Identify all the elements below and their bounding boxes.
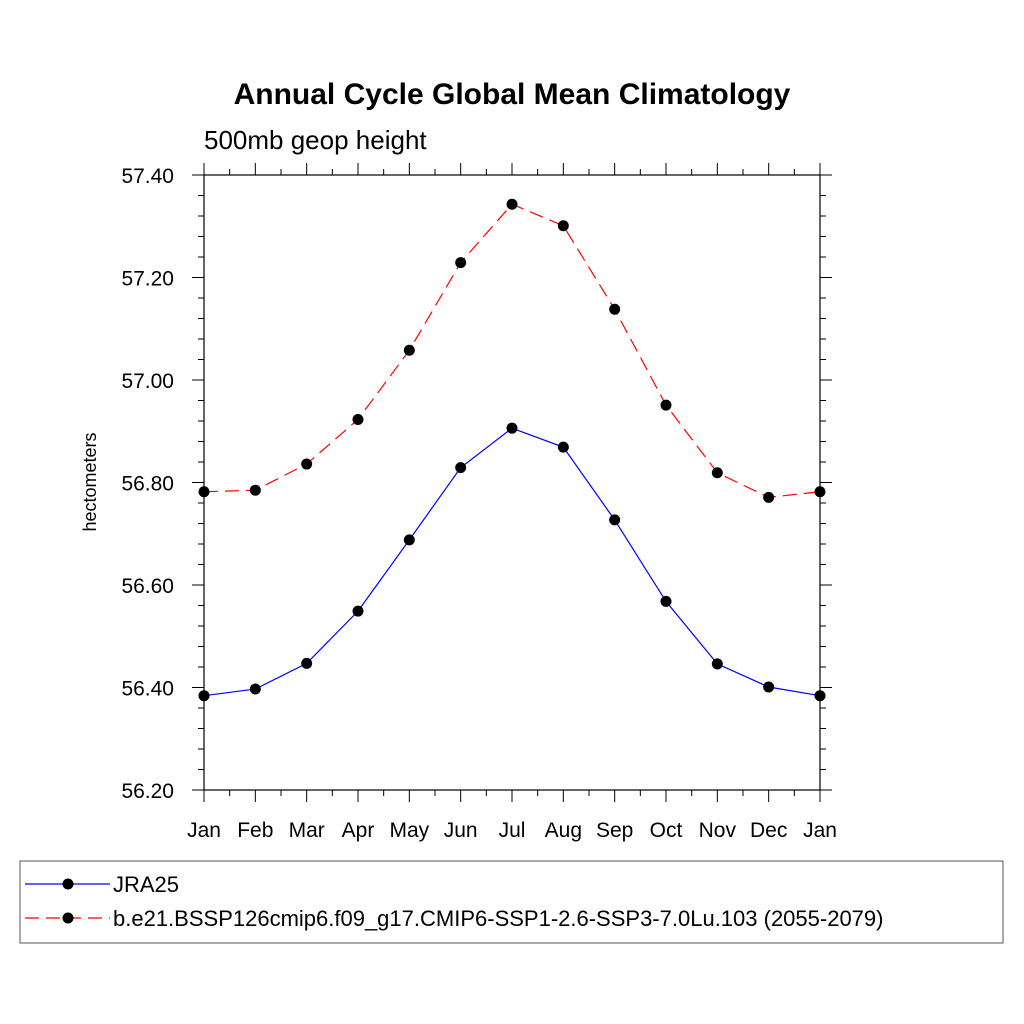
data-point [198, 486, 210, 498]
data-point [711, 658, 723, 670]
data-point [763, 491, 775, 503]
x-tick-label: Jan [803, 819, 837, 842]
y-tick-label: 56.20 [121, 780, 174, 803]
x-tick-label: Nov [699, 819, 737, 842]
legend: JRA25 b.e21.BSSP126cmip6.f09_g17.CMIP6-SS… [19, 860, 1004, 944]
data-point [609, 514, 621, 526]
data-point [301, 657, 313, 669]
y-tick-label: 57.20 [121, 268, 174, 291]
data-point [814, 690, 826, 702]
chart-subtitle: 500mb geop height [204, 125, 427, 155]
data-point [403, 344, 415, 356]
x-tick-label: Oct [650, 819, 683, 842]
x-tick-label: Apr [342, 819, 375, 842]
legend-label-0: JRA25 [113, 872, 179, 897]
data-point [249, 683, 261, 695]
y-tick-label: 56.60 [121, 575, 174, 598]
x-tick-label: Feb [237, 819, 273, 842]
data-point [814, 486, 826, 498]
series-line-1 [203, 203, 821, 498]
axes: Jan Feb Mar Apr May Jun Jul Aug Sep Oct Nov Dec Jan 5… [121, 163, 837, 842]
x-tick-label: Mar [289, 819, 325, 842]
data-point [557, 220, 569, 232]
y-tick-label: 56.80 [121, 473, 174, 496]
x-tick-label: Jun [444, 819, 478, 842]
y-tick-label: 56.40 [121, 678, 174, 701]
legend-marker-1 [62, 912, 74, 924]
y-axis-label: hectometers [80, 432, 100, 531]
data-point [301, 458, 313, 470]
data-point [352, 413, 364, 425]
data-point [609, 303, 621, 315]
data-point [506, 198, 518, 210]
data-point [660, 595, 672, 607]
data-point [557, 441, 569, 453]
x-tick-label: Dec [750, 819, 787, 842]
data-point [403, 534, 415, 546]
x-tick-label: Jul [499, 819, 526, 842]
x-tick-label: Jan [187, 819, 221, 842]
data-point [455, 257, 467, 269]
x-tick-label: Aug [545, 819, 582, 842]
y-tick-label: 57.40 [121, 165, 174, 188]
series-line-0 [203, 427, 821, 697]
x-tick-label: May [389, 819, 429, 842]
data-point [711, 467, 723, 479]
data-point [249, 484, 261, 496]
data-point [455, 462, 467, 474]
data-point [352, 605, 364, 617]
data-point [763, 681, 775, 693]
plot-frame [203, 174, 821, 791]
legend-marker-0 [62, 878, 74, 890]
series-layer [198, 198, 826, 702]
chart-title: Annual Cycle Global Mean Climatology [234, 78, 791, 111]
data-point [198, 690, 210, 702]
x-tick-label: Sep [596, 819, 633, 842]
data-point [660, 399, 672, 411]
data-point [506, 422, 518, 434]
legend-label-1: b.e21.BSSP126cmip6.f09_g17.CMIP6-SSP1-2.… [113, 906, 883, 931]
y-tick-label: 57.00 [121, 370, 174, 393]
legend-box [19, 860, 1004, 944]
